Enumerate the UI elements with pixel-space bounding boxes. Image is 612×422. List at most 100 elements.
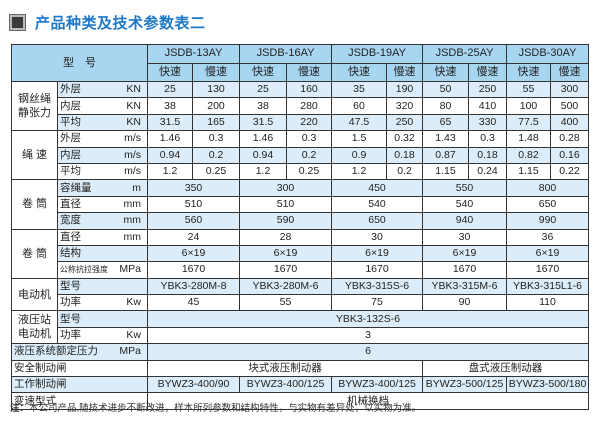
param-unit: KN [126, 99, 141, 112]
param-unit: MPa [119, 345, 141, 358]
row-label-wrap: 平均 m/s [60, 164, 146, 179]
value-cell: 1.2 [331, 162, 387, 181]
value-cell: 190 [386, 80, 423, 99]
value-cell: 25 [239, 80, 287, 99]
value-cell: 0.32 [386, 130, 423, 148]
value-cell: 940 [422, 212, 507, 230]
param-unit: mm [123, 214, 142, 227]
value-cell: 90 [422, 294, 507, 312]
value-cell: BYWZ3-500/180 [506, 376, 589, 394]
row-label-wrap: 公称抗拉强度 MPa [60, 262, 146, 277]
param-name: 型号 [60, 312, 81, 325]
value-cell: 6×19 [331, 244, 423, 263]
row-label-wrap: 变速型式 [14, 394, 146, 409]
table-row: 直径 mm 510 510 540 540 650 [12, 195, 589, 214]
value-cell: 0.3 [468, 130, 507, 148]
row-label: 外层 KN [57, 80, 148, 99]
value-cell: 60 [331, 97, 387, 115]
speed-header: 快速 [422, 62, 469, 82]
row-label-wrap: 直径 mm [60, 230, 146, 245]
model-header: JSDB-16AY [239, 44, 332, 64]
value-cell: 250 [468, 80, 507, 99]
row-label: 液压系统额定压力 MPa [11, 343, 148, 361]
value-cell: 300 [239, 179, 332, 197]
row-label: 变速型式 [11, 392, 148, 410]
param-name: 容绳量 [60, 181, 92, 194]
param-name: 工作制动闸 [14, 378, 67, 391]
row-label-wrap: 功率 Kw [60, 295, 146, 310]
value-cell: 1670 [331, 261, 423, 279]
value-cell: 1670 [147, 261, 240, 279]
speed-header: 慢速 [286, 62, 332, 82]
param-name: 内层 [60, 99, 81, 112]
value-cell: BYWZ3-400/125 [239, 376, 332, 394]
row-label-wrap: 功率 Kw [60, 328, 146, 343]
row-label: 结构 [57, 244, 148, 263]
value-cell: 0.24 [468, 162, 507, 181]
param-unit: m/s [124, 132, 141, 145]
value-cell: 165 [192, 113, 240, 132]
value-cell: 510 [147, 195, 240, 214]
param-name: 结构 [60, 247, 81, 260]
row-label: 直径 mm [57, 195, 148, 214]
row-label-wrap: 结构 [60, 246, 146, 261]
value-cell: 0.2 [286, 146, 332, 164]
row-group-label: 液压站电动机 [11, 310, 58, 345]
row-label: 平均 m/s [57, 162, 148, 181]
row-label: 内层 m/s [57, 146, 148, 164]
table-row: 液压系统额定压力 MPa 6 [11, 343, 589, 361]
value-cell: 6×19 [506, 244, 589, 263]
value-cell: 0.9 [331, 146, 387, 164]
value-cell: 650 [506, 195, 589, 214]
param-name: 直径 [60, 197, 81, 210]
param-name: 平均 [60, 115, 81, 128]
value-cell: 25 [147, 80, 193, 99]
table-row: 公称抗拉强度 MPa 1670 1670 1670 1670 1670 [12, 261, 589, 279]
row-label-wrap: 安全制动闸 [14, 361, 146, 376]
value-cell: 990 [506, 212, 589, 230]
row-group-label: 绳 速 [11, 130, 58, 181]
value-cell: 1.46 [239, 130, 287, 148]
row-label-wrap: 型号 [60, 312, 146, 327]
value-cell: 330 [468, 113, 507, 132]
table-row: 结构 6×19 6×19 6×19 6×19 6×19 [12, 244, 589, 263]
page-title: 产品种类及技术参数表二 [35, 14, 206, 32]
table-row: 内层 m/s 0.94 0.2 0.94 0.2 0.9 0.18 0.87 0.18 0.82 0.… [12, 146, 589, 164]
value-cell: BYWZ3-400/125 [331, 376, 423, 394]
value-cell: YBK3-280M-8 [147, 277, 240, 296]
param-name: 平均 [60, 165, 81, 178]
value-cell: YBK3-132S-6 [147, 310, 589, 328]
value-cell: 500 [550, 97, 589, 115]
value-cell: 31.5 [147, 113, 193, 132]
value-cell: 410 [468, 97, 507, 115]
square-bullet-icon [10, 15, 25, 30]
table-row: 平均 m/s 1.2 0.25 1.2 0.25 1.2 0.2 1.15 0.24 1.15 0.2… [12, 162, 589, 181]
value-cell: 75 [331, 294, 423, 312]
value-cell: 0.94 [147, 146, 193, 164]
param-unit: Kw [126, 296, 141, 309]
value-cell: 550 [422, 179, 507, 197]
param-name: 外层 [60, 83, 81, 96]
speed-header: 慢速 [550, 62, 589, 82]
param-unit: KN [126, 83, 141, 96]
row-label-wrap: 容绳量 m [60, 181, 146, 196]
param-unit: m/s [124, 148, 141, 161]
value-cell: 0.16 [550, 146, 589, 164]
value-cell: 280 [286, 97, 332, 115]
row-label-wrap: 液压系统额定压力 MPa [14, 344, 146, 359]
value-cell: 6 [147, 343, 589, 361]
row-group-label: 电动机 [11, 277, 58, 312]
speed-header: 慢速 [386, 62, 423, 82]
param-unit: mm [123, 197, 142, 210]
speed-header: 慢速 [468, 62, 507, 82]
footnote-label: 注： [10, 403, 30, 414]
row-label-wrap: 直径 mm [60, 197, 146, 212]
value-cell: 320 [386, 97, 423, 115]
value-cell: 47.5 [331, 113, 387, 132]
footnote-text: 本公司产品,随技术进步不断改进，样本所列参数和结构特性，与实物有差异处，以实物为… [29, 403, 422, 414]
value-cell: 1.2 [239, 162, 287, 181]
param-name: 外层 [60, 132, 81, 145]
param-unit: MPa [119, 263, 141, 276]
row-label-wrap: 内层 m/s [60, 148, 146, 163]
value-cell: 24 [147, 228, 240, 246]
